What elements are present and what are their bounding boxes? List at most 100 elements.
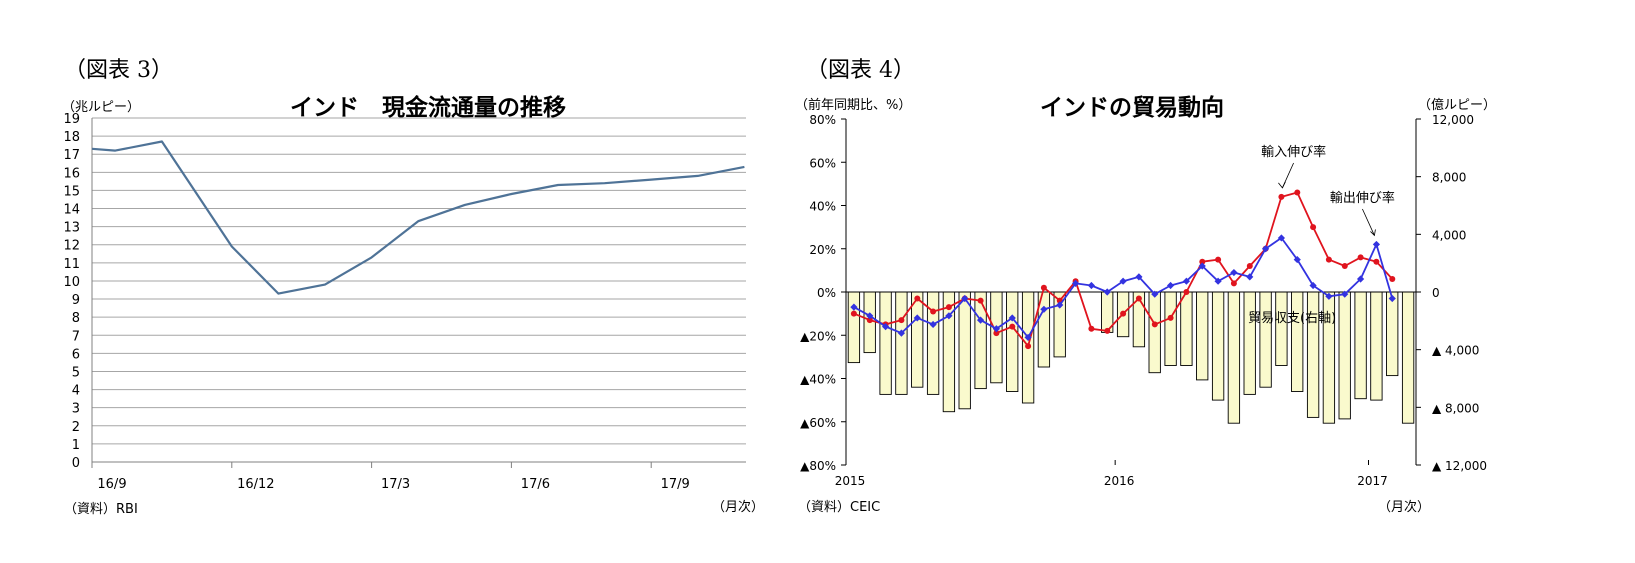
- import-growth-point: [866, 317, 873, 324]
- trade-balance-bar: [1227, 291, 1241, 424]
- right-tick-label: 0: [1432, 286, 1440, 300]
- export-growth-point: [961, 294, 969, 303]
- x-tick-label: 16/9: [97, 477, 126, 492]
- left-tick-label: 80%: [809, 113, 836, 127]
- export-annotation-arrowhead: [1370, 229, 1376, 237]
- trade-balance-bar: [1338, 291, 1351, 420]
- trade-balance-bar: [1370, 291, 1383, 401]
- y-tick-label: 13: [63, 221, 80, 236]
- import-growth-point: [1246, 263, 1253, 269]
- import-growth-annotation: 輸入伸び率: [1261, 144, 1326, 160]
- import-growth-point: [898, 317, 905, 324]
- export-growth-point: [1261, 245, 1270, 253]
- y-tick-label: 3: [72, 402, 80, 417]
- export-growth-point: [1103, 288, 1111, 296]
- trade-balance-bar: [847, 291, 861, 364]
- trade-balance-bar: [1006, 291, 1019, 392]
- import-growth-point: [1088, 325, 1095, 332]
- import-growth-point: [1310, 224, 1317, 231]
- left-tick-label: ▲20%: [800, 329, 836, 343]
- import-growth-point: [1009, 323, 1016, 330]
- left-tick-label: 20%: [809, 243, 836, 257]
- import-growth-point: [1357, 254, 1364, 261]
- trade-balance-bar: [1259, 291, 1272, 388]
- y-tick-label: 11: [63, 257, 80, 272]
- import-growth-point: [1341, 263, 1348, 269]
- year-label: 2015: [835, 474, 866, 488]
- export-annotation-arrow: [1362, 208, 1375, 236]
- y-tick-label: 7: [72, 329, 80, 344]
- chart-1-source: （資料）RBI: [64, 502, 138, 517]
- figure-3-label: （図表 3）: [64, 58, 173, 83]
- import-growth-point: [993, 330, 1000, 337]
- export-growth-point: [850, 303, 858, 311]
- y-tick-label: 1: [72, 438, 80, 453]
- export-growth-point: [1024, 333, 1032, 342]
- import-growth-point: [1167, 314, 1174, 321]
- left-tick-label: ▲80%: [800, 459, 836, 473]
- y-tick-label: 9: [72, 293, 80, 308]
- trade-balance-bar: [1354, 291, 1367, 400]
- import-growth-point: [1135, 295, 1142, 302]
- trade-balance-annotation: 貿易収支(右軸): [1248, 311, 1336, 326]
- export-growth-point: [1151, 290, 1159, 298]
- right-tick-label: ▲ 12,000: [1432, 459, 1487, 473]
- export-growth-point: [1293, 255, 1301, 264]
- trade-balance-bar: [1291, 291, 1304, 392]
- export-growth-point: [1198, 262, 1206, 270]
- y-tick-label: 4: [72, 384, 80, 399]
- import-growth-point: [1373, 258, 1380, 265]
- export-growth-point: [1230, 268, 1238, 277]
- y-tick-label: 10: [63, 275, 80, 290]
- chart-2-x-unit: （月次）: [1378, 500, 1431, 515]
- year-label: 2017: [1357, 474, 1388, 488]
- export-growth-point: [992, 325, 1001, 333]
- export-growth-point: [1246, 273, 1254, 281]
- trade-balance-bar: [958, 291, 971, 410]
- right-tick-label: 8,000: [1432, 171, 1466, 185]
- trade-balance-bar: [974, 291, 987, 390]
- export-growth-point: [1071, 279, 1080, 287]
- trade-balance-bar: [990, 291, 1003, 384]
- chart-1-y-unit: （兆ルピー）: [62, 100, 141, 115]
- y-tick-label: 15: [63, 184, 80, 199]
- export-growth-point: [1119, 277, 1127, 285]
- import-growth-point: [1215, 256, 1222, 263]
- y-tick-label: 14: [63, 203, 80, 218]
- export-growth-point: [1325, 292, 1333, 300]
- export-growth-point: [1182, 277, 1191, 285]
- y-tick-label: 17: [63, 148, 80, 163]
- chart-2-right-unit: （億ルピー）: [1418, 98, 1497, 113]
- export-growth-point: [1166, 281, 1175, 290]
- export-growth-point: [1277, 234, 1286, 242]
- import-growth-point: [1389, 276, 1396, 282]
- export-growth-point: [1372, 240, 1381, 249]
- import-growth-point: [1151, 321, 1158, 328]
- import-annotation-arrowhead: [1278, 181, 1286, 189]
- export-growth-point: [1341, 290, 1349, 298]
- export-growth-point: [913, 314, 921, 322]
- y-tick-label: 16: [63, 166, 80, 181]
- y-tick-label: 18: [63, 130, 80, 145]
- trade-balance-bar: [911, 291, 924, 388]
- chart-2-title: インドの貿易動向: [1040, 95, 1224, 121]
- y-tick-label: 12: [63, 239, 80, 254]
- export-growth-annotation: 輸出伸び率: [1330, 190, 1395, 206]
- year-label: 2016: [1104, 474, 1135, 488]
- right-tick-label: 4,000: [1432, 228, 1466, 242]
- export-growth-point: [1087, 281, 1096, 290]
- trade-balance-bar: [1164, 291, 1177, 366]
- import-growth-point: [1230, 280, 1237, 287]
- chart-1-x-unit: （月次）: [712, 500, 765, 515]
- right-tick-label: 12,000: [1432, 113, 1474, 127]
- x-tick-label: 17/3: [381, 477, 410, 492]
- import-growth-point: [1104, 327, 1111, 334]
- trade-balance-bar: [1148, 291, 1161, 374]
- y-tick-label: 6: [72, 347, 80, 362]
- export-growth-point: [881, 323, 890, 331]
- x-tick-label: 17/9: [661, 477, 690, 492]
- import-growth-point: [945, 304, 952, 311]
- left-tick-label: ▲40%: [800, 373, 836, 387]
- x-tick-label: 16/12: [237, 477, 274, 492]
